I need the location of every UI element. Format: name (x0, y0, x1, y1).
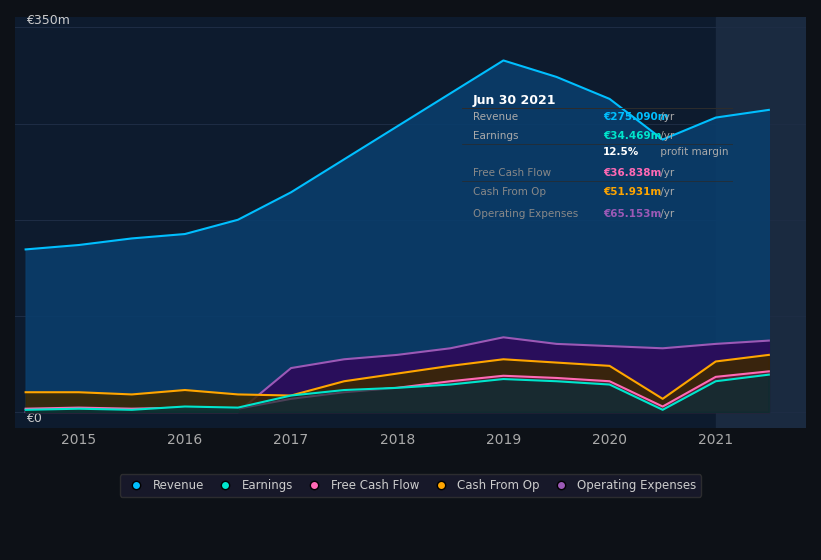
Text: profit margin: profit margin (657, 147, 728, 157)
Text: 12.5%: 12.5% (603, 147, 639, 157)
Text: Revenue: Revenue (473, 113, 518, 123)
Text: €51.931m: €51.931m (603, 187, 661, 197)
Legend: Revenue, Earnings, Free Cash Flow, Cash From Op, Operating Expenses: Revenue, Earnings, Free Cash Flow, Cash … (120, 474, 701, 497)
Text: /yr: /yr (657, 209, 674, 218)
Text: €350m: €350m (25, 15, 70, 27)
Text: /yr: /yr (657, 113, 674, 123)
Text: €275.090m: €275.090m (603, 113, 668, 123)
Text: /yr: /yr (657, 168, 674, 178)
Text: /yr: /yr (657, 131, 674, 141)
Text: €0: €0 (25, 412, 42, 425)
Text: €36.838m: €36.838m (603, 168, 661, 178)
Text: Operating Expenses: Operating Expenses (473, 209, 578, 218)
Text: €65.153m: €65.153m (603, 209, 661, 218)
Text: Free Cash Flow: Free Cash Flow (473, 168, 551, 178)
Text: Earnings: Earnings (473, 131, 518, 141)
Text: €34.469m: €34.469m (603, 131, 661, 141)
Text: Jun 30 2021: Jun 30 2021 (473, 94, 557, 107)
Text: Cash From Op: Cash From Op (473, 187, 546, 197)
Text: /yr: /yr (657, 187, 674, 197)
Bar (716, 16, 806, 428)
